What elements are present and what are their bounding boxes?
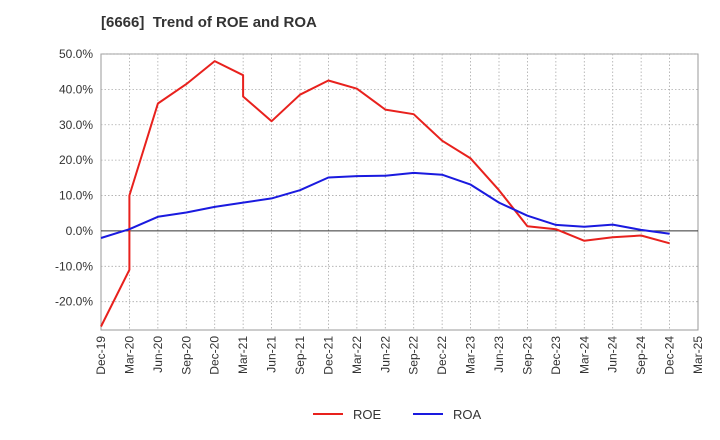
legend: ROE ROA <box>313 407 482 422</box>
x-tick-label: Dec-21 <box>321 336 335 375</box>
grid-layer <box>101 53 698 330</box>
x-tick-label: Dec-24 <box>663 336 677 375</box>
y-tick-label: 0.0% <box>66 224 94 238</box>
x-tick-label: Sep-24 <box>634 336 648 375</box>
x-tick-label: Jun-21 <box>265 336 279 373</box>
x-tick-label: Jun-23 <box>492 336 506 373</box>
y-tick-label: 30.0% <box>59 118 93 132</box>
y-tick-labels: 50.0% 40.0% 30.0% 20.0% 10.0% 0.0% -10.0% -20.0… <box>55 47 93 309</box>
series-line-roa <box>100 171 670 239</box>
x-tick-label: Mar-21 <box>236 336 250 374</box>
x-tick-label: Mar-23 <box>464 336 478 374</box>
x-tick-label: Dec-20 <box>208 336 222 375</box>
x-tick-label: Jun-22 <box>378 336 392 373</box>
plot-area <box>100 53 699 331</box>
x-tick-label: Jun-24 <box>606 336 620 373</box>
x-tick-label: Sep-21 <box>293 336 307 375</box>
series-line-roe <box>100 60 670 327</box>
x-tick-label: Sep-23 <box>520 336 534 375</box>
x-tick-label: Sep-22 <box>407 336 421 375</box>
y-tick-label: -10.0% <box>55 259 93 273</box>
chart-title: [6666] Trend of ROE and ROA <box>101 14 317 31</box>
x-tick-label: Jun-20 <box>151 336 165 373</box>
y-tick-label: 20.0% <box>59 153 93 167</box>
y-tick-label: -20.0% <box>55 295 93 309</box>
y-tick-label: 50.0% <box>59 47 93 61</box>
x-tick-label: Dec-19 <box>94 336 108 375</box>
x-tick-label: Mar-22 <box>350 336 364 374</box>
y-tick-label: 40.0% <box>59 82 93 96</box>
x-tick-labels: Dec-19 Mar-20 Jun-20 Sep-20 Dec-20 Mar-21 Jun-… <box>94 336 705 375</box>
legend-label-roe: ROE <box>353 407 382 422</box>
x-tick-label: Sep-20 <box>179 336 193 375</box>
series-layer <box>100 60 670 327</box>
x-tick-label: Mar-25 <box>691 336 705 374</box>
x-tick-label: Dec-22 <box>435 336 449 375</box>
legend-label-roa: ROA <box>453 407 482 422</box>
x-tick-label: Mar-24 <box>577 336 591 374</box>
y-tick-label: 10.0% <box>59 189 93 203</box>
x-tick-label: Mar-20 <box>122 336 136 374</box>
x-tick-label: Dec-23 <box>549 336 563 375</box>
